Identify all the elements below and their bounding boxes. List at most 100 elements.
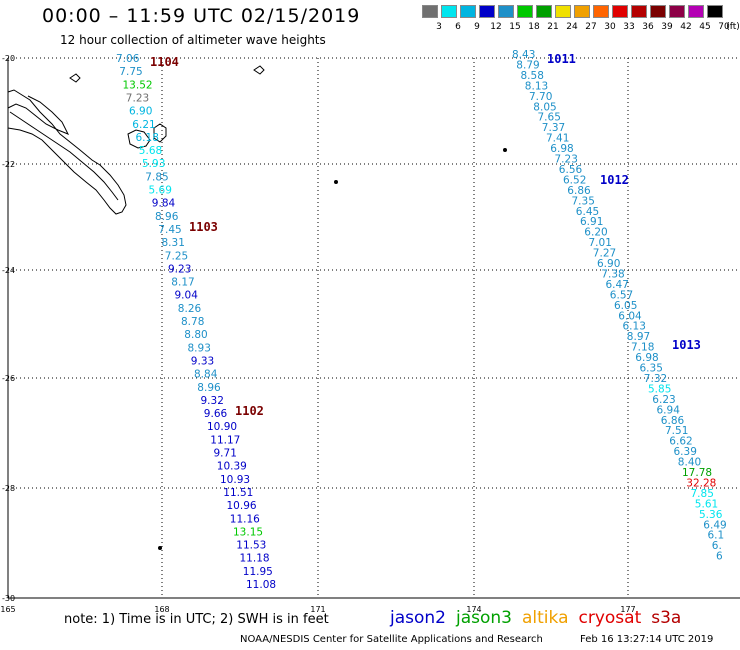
lon-tick-label: 171 — [310, 605, 325, 614]
wave-height-point: 6.05 — [614, 300, 637, 312]
lon-tick-label: 174 — [466, 605, 481, 614]
wave-height-point: 6.35 — [640, 363, 663, 375]
wave-height-point: 6.90 — [597, 258, 620, 270]
wave-height-point: 5.36 — [699, 509, 723, 521]
wave-height-point: 5.93 — [142, 158, 165, 170]
chart-title: 00:00 – 11:59 UTC 02/15/2019 — [42, 5, 361, 27]
wave-height-point: 6.98 — [635, 352, 658, 364]
pass-label: 1104 — [150, 55, 179, 69]
wave-height-point: 10.93 — [220, 474, 250, 486]
legend-label: 6 — [455, 22, 461, 32]
legend-swatch — [479, 5, 495, 18]
legend-swatch — [631, 5, 647, 18]
wave-height-point: 9.84 — [152, 198, 176, 210]
wave-height-point: 7.27 — [593, 248, 616, 260]
pass-label: 1013 — [672, 338, 701, 352]
wave-height-point: 6.52 — [563, 174, 586, 186]
loyalty-islands — [127, 129, 151, 149]
wave-height-point: 6.86 — [567, 185, 591, 197]
footer-note: note: 1) Time is in UTC; 2) SWH is in fe… — [64, 612, 329, 627]
wave-height-point: 7.41 — [546, 133, 569, 145]
wave-height-point: 6 — [716, 551, 723, 563]
legend-label: 18 — [528, 22, 540, 32]
legend-label: 3 — [436, 22, 442, 32]
wave-height-point: 6.47 — [606, 279, 629, 291]
wave-height-point: 6.49 — [703, 519, 726, 531]
wave-height-point: 7.75 — [119, 66, 142, 78]
wave-height-point: 6.91 — [580, 216, 603, 228]
legend-label: 39 — [661, 22, 673, 32]
wave-height-point: 10.39 — [217, 461, 247, 473]
wave-height-point: 11.95 — [243, 566, 273, 578]
legend-swatch — [555, 5, 571, 18]
wave-height-point: 9.23 — [168, 263, 191, 275]
wave-height-point: 6.20 — [584, 227, 607, 239]
wave-height-point: 11.08 — [246, 579, 276, 591]
wave-height-point: 6. — [712, 540, 722, 552]
wave-height-point: 7.23 — [555, 154, 578, 166]
map-frame — [7, 57, 740, 599]
island-dot-3 — [158, 546, 162, 550]
coastline-north — [7, 95, 70, 135]
axis-tick-labels: 165 168 171 174 177 -20 -22 -24 -26 -28 -30 — [0, 54, 635, 614]
wave-height-point: 5.69 — [149, 185, 172, 197]
legend-swatch — [422, 5, 438, 18]
legend-label: 9 — [474, 22, 480, 32]
wave-height-point: 7.38 — [601, 268, 624, 280]
lon-tick-label: 165 — [0, 605, 15, 614]
wave-height-point: 8.96 — [155, 211, 179, 223]
legend-label: 42 — [680, 22, 692, 32]
wave-height-point: 8.93 — [188, 342, 211, 354]
pass-label: 1012 — [600, 173, 629, 187]
legend-swatch — [517, 5, 533, 18]
wave-height-point: 7.51 — [665, 425, 688, 437]
legend-swatch — [612, 5, 628, 18]
legend-swatch — [574, 5, 590, 18]
pass-number-labels: 1104 1103 1102 1011 1012 1013 — [150, 52, 701, 418]
legend-label: 33 — [623, 22, 635, 32]
legend-label: 27 — [585, 22, 597, 32]
wave-height-point: 9.71 — [214, 448, 237, 460]
wave-height-point: 7.37 — [542, 122, 565, 134]
wave-height-point: 11.51 — [223, 487, 253, 499]
wave-height-point: 6.13 — [623, 321, 646, 333]
legend-label: 30 — [604, 22, 616, 32]
legend-swatch — [650, 5, 666, 18]
wave-height-point: 8.43 — [512, 49, 535, 61]
wave-height-point: 10.96 — [227, 500, 257, 512]
legend-swatch — [441, 5, 457, 18]
wave-height-point: 6.1 — [708, 530, 725, 542]
legend-label: 36 — [642, 22, 654, 32]
legend-swatch — [536, 5, 552, 18]
wave-height-point: 7.23 — [126, 93, 149, 105]
legend-swatch — [707, 5, 723, 18]
legend-label: 45 — [699, 22, 711, 32]
wave-height-point: 8.17 — [171, 277, 194, 289]
legend-unit: (ft) — [726, 22, 740, 32]
wave-height-point: 6.86 — [661, 415, 685, 427]
wave-height-point: 7.32 — [644, 373, 667, 385]
island-hunter — [253, 65, 265, 75]
wave-height-point: 6.94 — [657, 404, 681, 416]
legend-swatch — [593, 5, 609, 18]
wave-height-point: 8.40 — [678, 457, 701, 469]
lat-tick-label: -24 — [2, 266, 15, 275]
wave-height-point: 6.18 — [136, 132, 159, 144]
wave-height-point: 8.97 — [627, 331, 650, 343]
wave-height-point: 8.13 — [525, 80, 548, 92]
wave-height-point: 7.35 — [572, 195, 595, 207]
wave-height-point: 6.23 — [652, 394, 675, 406]
wave-height-point: 8.84 — [194, 369, 218, 381]
wave-height-point: 7.06 — [116, 53, 140, 65]
wave-height-point: 9.32 — [201, 395, 224, 407]
legend-swatch — [460, 5, 476, 18]
lat-tick-label: -26 — [2, 374, 15, 383]
wave-height-point: 9.33 — [191, 355, 214, 367]
wave-height-point: 5.68 — [139, 145, 162, 157]
island-lifou — [153, 123, 167, 143]
legend-swatch — [498, 5, 514, 18]
wave-height-point: 6.56 — [559, 164, 583, 176]
wave-height-point: 32.28 — [686, 477, 716, 489]
satellite-legend: jason2 jason3 altika cryosat s3a — [390, 608, 691, 628]
